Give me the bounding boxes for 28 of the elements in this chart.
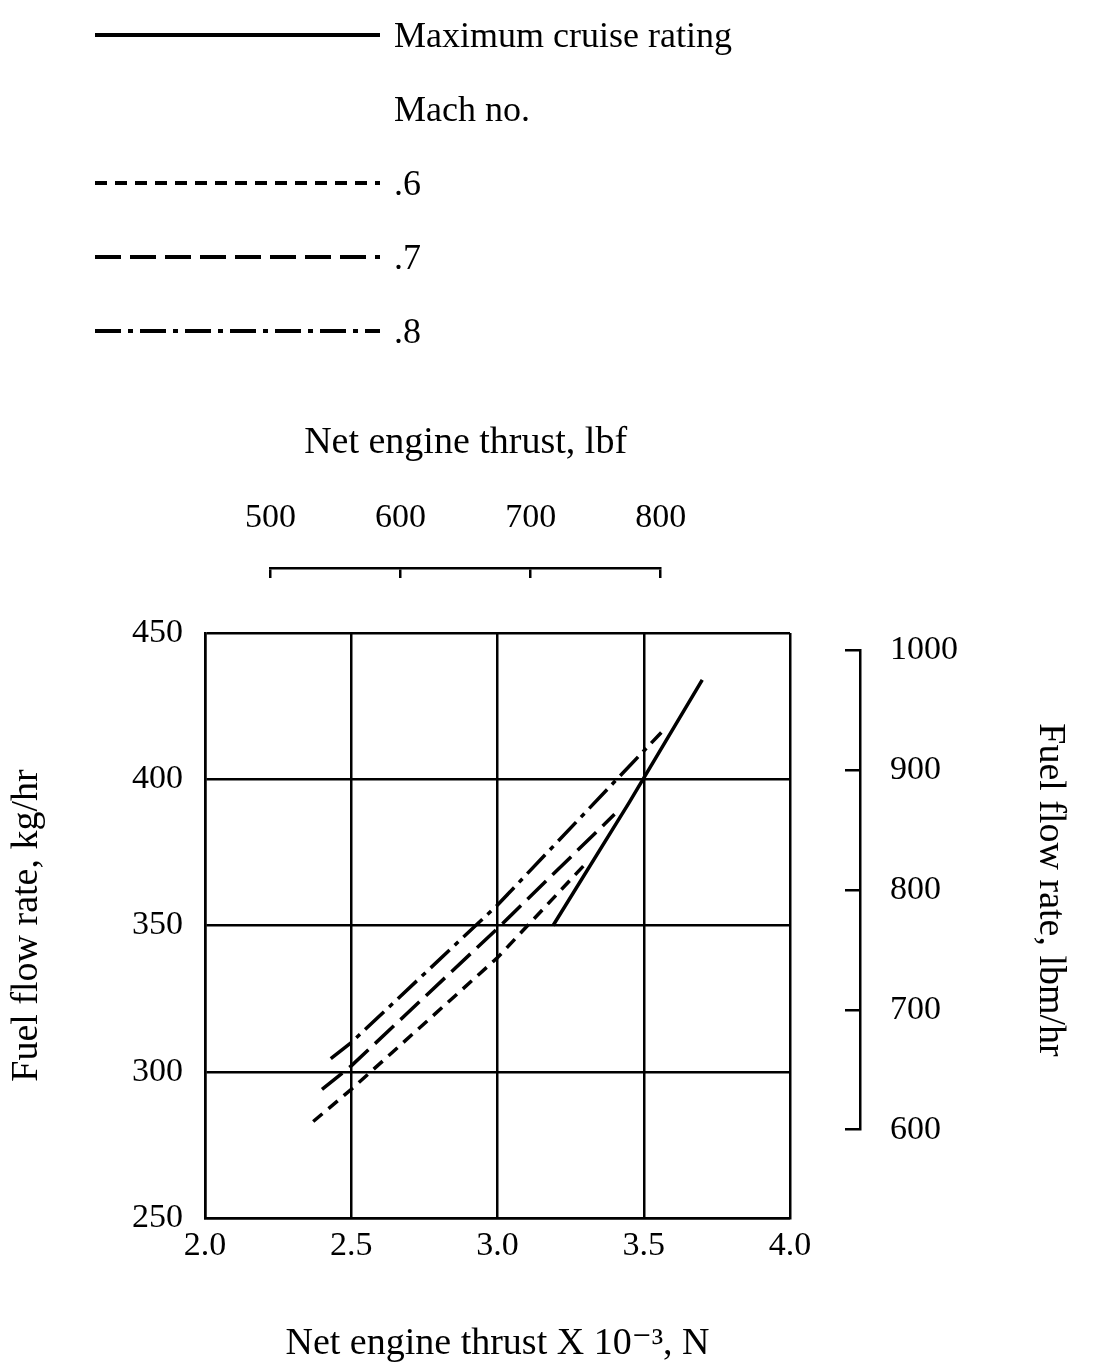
x-tick-label: 3.5 bbox=[622, 1225, 665, 1263]
y2-tick-label: 1000 bbox=[890, 629, 958, 667]
x-tick-label: 2.0 bbox=[183, 1225, 227, 1263]
legend-title: Mach no. bbox=[394, 88, 531, 131]
y2-tick-label: 900 bbox=[890, 749, 941, 787]
y-tick-label: 300 bbox=[132, 1050, 183, 1088]
y2-tick-label: 600 bbox=[890, 1108, 941, 1146]
x2-tick-label: 600 bbox=[375, 496, 427, 534]
legend-label: .6 bbox=[394, 162, 421, 204]
legend-label: .7 bbox=[394, 236, 421, 278]
y-tick-label: 350 bbox=[132, 904, 183, 942]
y2-tick-label: 800 bbox=[890, 868, 941, 906]
y-tick-label: 250 bbox=[132, 1196, 183, 1234]
y-tick-label: 450 bbox=[132, 611, 183, 649]
x-tick-label: 2.5 bbox=[330, 1225, 373, 1263]
legend-label: .8 bbox=[394, 310, 421, 352]
x-tick-label: 4.0 bbox=[768, 1225, 812, 1263]
y2-axis-title: Fuel flow rate, lbm/hr bbox=[1032, 723, 1075, 1058]
x2-tick-label: 700 bbox=[505, 496, 557, 534]
y2-tick-label: 700 bbox=[890, 988, 941, 1026]
x-axis-title: Net engine thrust X 10⁻³, N bbox=[285, 1320, 710, 1363]
x2-axis-title: Net engine thrust, lbf bbox=[304, 418, 628, 461]
y-tick-label: 400 bbox=[132, 758, 183, 796]
legend-label: Maximum cruise rating bbox=[394, 14, 732, 56]
x-tick-label: 3.0 bbox=[476, 1225, 519, 1263]
x2-tick-label: 500 bbox=[245, 496, 296, 534]
y-axis-title: Fuel flow rate, kg/hr bbox=[2, 768, 45, 1082]
x2-tick-label: 800 bbox=[635, 496, 687, 534]
